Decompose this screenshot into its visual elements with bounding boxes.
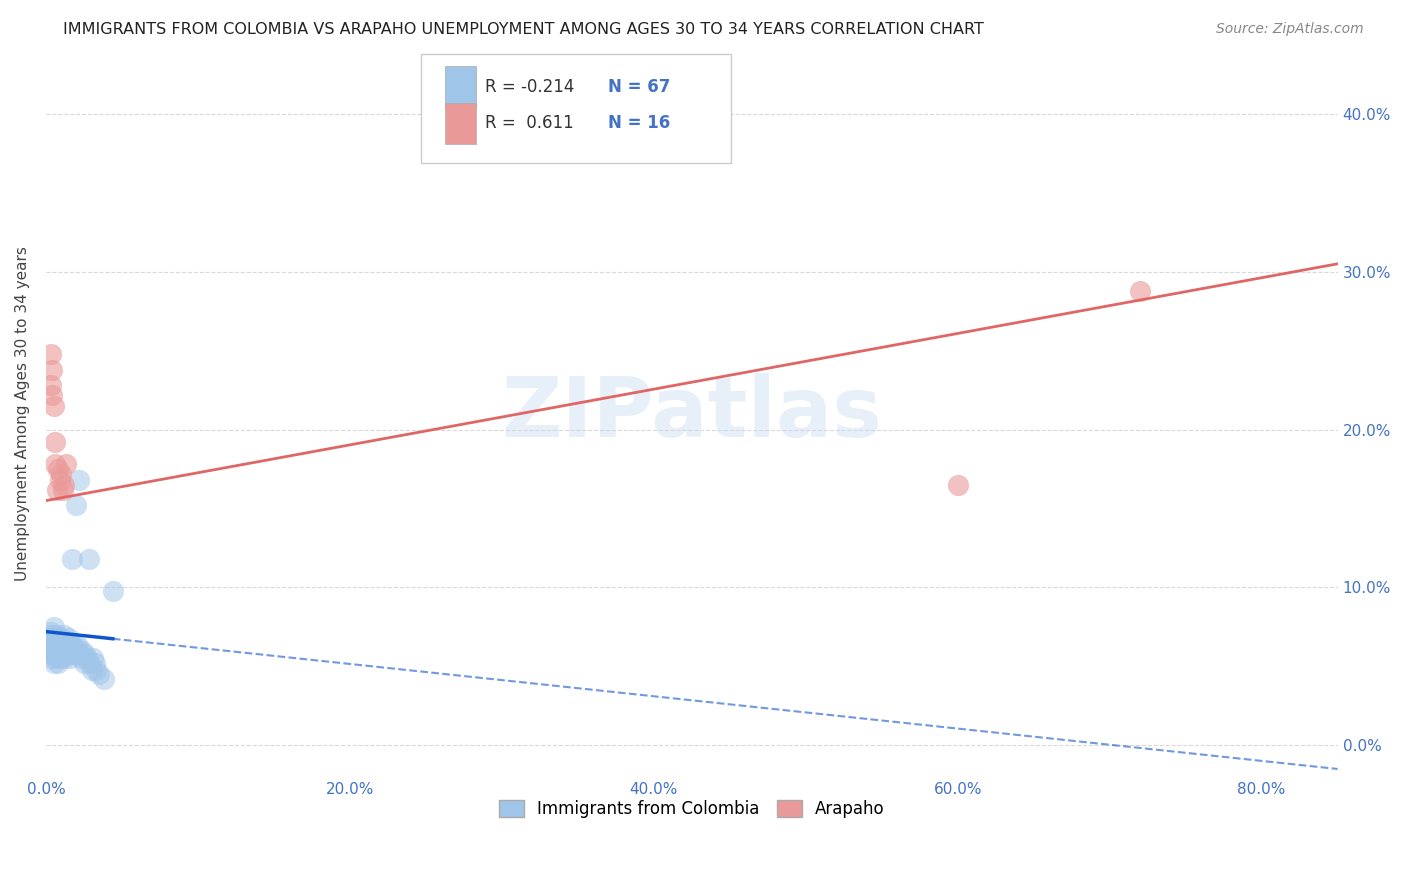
Point	[51, 647, 73, 661]
Point	[44, 631, 66, 645]
Point	[60, 643, 83, 657]
Point	[45, 483, 67, 497]
Point	[77, 552, 100, 566]
Point	[65, 499, 87, 513]
Point	[58, 643, 80, 657]
Point	[56, 639, 79, 653]
Text: N = 16: N = 16	[607, 114, 671, 132]
Point	[66, 639, 89, 653]
Point	[48, 643, 70, 657]
Point	[59, 651, 82, 665]
Point	[53, 628, 76, 642]
Point	[38, 647, 60, 661]
Text: R =  0.611: R = 0.611	[485, 114, 574, 132]
Point	[44, 647, 66, 661]
Point	[42, 631, 65, 645]
Point	[55, 458, 77, 472]
Point	[48, 635, 70, 649]
FancyBboxPatch shape	[446, 66, 477, 108]
Point	[58, 631, 80, 645]
Point	[41, 628, 63, 642]
Point	[45, 643, 67, 657]
Point	[42, 657, 65, 671]
Point	[44, 639, 66, 653]
Point	[52, 483, 75, 497]
Point	[39, 635, 62, 649]
Point	[44, 435, 66, 450]
Point	[45, 651, 67, 665]
Legend: Immigrants from Colombia, Arapaho: Immigrants from Colombia, Arapaho	[491, 792, 893, 827]
Point	[60, 552, 83, 566]
Point	[52, 643, 75, 657]
Point	[48, 651, 70, 665]
Point	[89, 667, 111, 681]
Point	[51, 640, 73, 655]
Point	[83, 657, 105, 671]
Point	[53, 639, 76, 653]
Point	[946, 478, 969, 492]
Point	[72, 643, 94, 657]
Point	[67, 647, 90, 661]
Point	[45, 635, 67, 649]
Point	[39, 347, 62, 361]
FancyBboxPatch shape	[446, 103, 477, 144]
Point	[75, 647, 97, 661]
Point	[46, 462, 69, 476]
Text: IMMIGRANTS FROM COLOMBIA VS ARAPAHO UNEMPLOYMENT AMONG AGES 30 TO 34 YEARS CORRE: IMMIGRANTS FROM COLOMBIA VS ARAPAHO UNEM…	[63, 22, 984, 37]
Point	[41, 388, 63, 402]
Point	[42, 640, 65, 655]
Point	[44, 458, 66, 472]
Point	[65, 640, 87, 655]
Point	[84, 663, 107, 677]
Y-axis label: Unemployment Among Ages 30 to 34 years: Unemployment Among Ages 30 to 34 years	[15, 246, 30, 582]
Point	[41, 651, 63, 665]
Point	[38, 640, 60, 655]
Point	[53, 478, 76, 492]
Point	[1129, 284, 1152, 298]
Point	[63, 647, 86, 661]
Point	[76, 651, 98, 665]
Point	[42, 620, 65, 634]
Point	[42, 647, 65, 661]
Text: ZIPatlas: ZIPatlas	[502, 373, 883, 454]
Text: Source: ZipAtlas.com: Source: ZipAtlas.com	[1216, 22, 1364, 37]
Point	[80, 663, 103, 677]
Point	[73, 657, 96, 671]
Point	[42, 399, 65, 413]
Point	[39, 643, 62, 657]
Point	[101, 583, 124, 598]
Point	[52, 635, 75, 649]
Point	[53, 651, 76, 665]
Point	[77, 657, 100, 671]
Point	[39, 378, 62, 392]
Point	[41, 639, 63, 653]
Point	[55, 647, 77, 661]
Point	[46, 631, 69, 645]
Point	[55, 635, 77, 649]
Point	[51, 631, 73, 645]
Point	[46, 647, 69, 661]
Point	[56, 647, 79, 661]
FancyBboxPatch shape	[420, 54, 731, 163]
Point	[37, 631, 59, 645]
Point	[46, 657, 69, 671]
Point	[70, 651, 93, 665]
Text: N = 67: N = 67	[607, 78, 671, 96]
Point	[59, 635, 82, 649]
Point	[51, 467, 73, 481]
Point	[82, 651, 104, 665]
Text: R = -0.214: R = -0.214	[485, 78, 575, 96]
Point	[93, 672, 115, 686]
Point	[46, 640, 69, 655]
Point	[67, 473, 90, 487]
Point	[48, 473, 70, 487]
Point	[62, 640, 84, 655]
Point	[45, 628, 67, 642]
Point	[39, 624, 62, 639]
Point	[41, 362, 63, 376]
